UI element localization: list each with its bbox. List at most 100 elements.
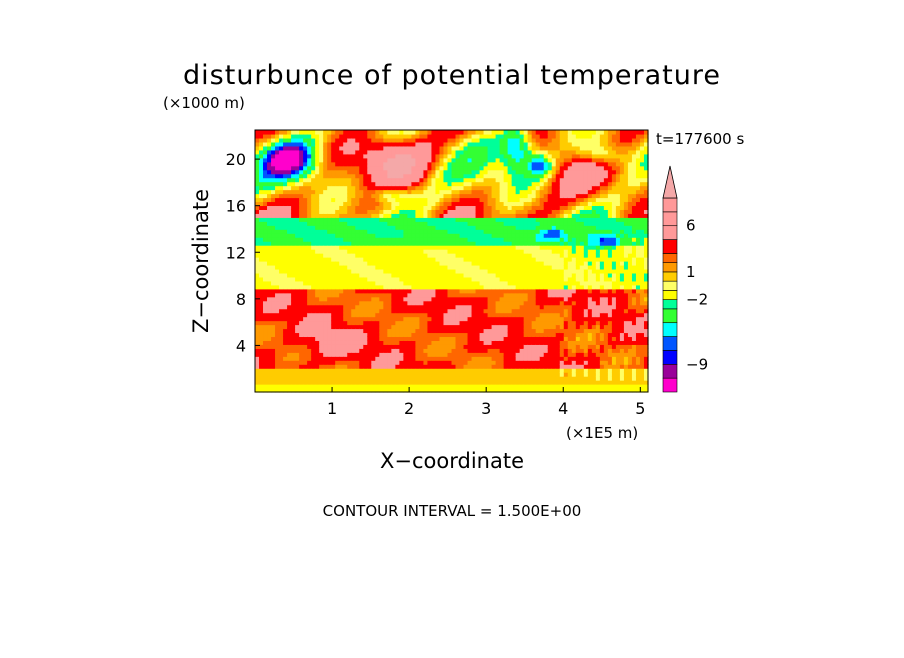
heatmap-cell [415, 185, 421, 191]
heatmap-cell [483, 245, 489, 250]
heatmap-cell [323, 193, 328, 199]
heatmap-cell [419, 368, 425, 373]
heatmap-cell [511, 304, 517, 310]
heatmap-cell [371, 356, 376, 361]
heatmap-cell [455, 169, 461, 175]
heatmap-cell [307, 173, 312, 179]
heatmap-cell [539, 328, 545, 334]
heatmap-cell [471, 364, 477, 369]
heatmap-cell [547, 229, 553, 234]
heatmap-cell [487, 276, 493, 282]
heatmap-cell [451, 237, 457, 242]
heatmap-cell [443, 245, 449, 250]
heatmap-cell [403, 264, 408, 270]
heatmap-cell [347, 130, 352, 135]
heatmap-cell [371, 221, 376, 226]
heatmap-cell [279, 189, 284, 195]
heatmap-cell [363, 233, 368, 238]
heatmap-cell [327, 209, 332, 214]
heatmap-cell [371, 197, 376, 203]
heatmap-cell [291, 249, 296, 254]
heatmap-cell [359, 133, 364, 139]
heatmap-cell [271, 201, 276, 207]
heatmap-cell [407, 221, 412, 226]
heatmap-cell [399, 364, 404, 369]
heatmap-cell [335, 264, 340, 270]
heatmap-cell [519, 197, 525, 203]
heatmap-cell [331, 288, 336, 294]
heatmap-cell [315, 380, 320, 385]
heatmap-cell [407, 388, 412, 393]
heatmap-cell [323, 380, 328, 385]
heatmap-cell [291, 217, 296, 222]
heatmap-cell [495, 249, 501, 254]
heatmap-cell [503, 356, 509, 361]
heatmap-cell [531, 245, 537, 250]
heatmap-cell [475, 165, 481, 171]
heatmap-cell [487, 201, 493, 207]
heatmap-cell [319, 237, 324, 242]
heatmap-cell [283, 241, 288, 246]
heatmap-cell [415, 380, 421, 385]
heatmap-cell [439, 157, 445, 163]
heatmap-cell [459, 288, 465, 294]
heatmap-cell [435, 312, 441, 318]
heatmap-cell [411, 352, 417, 357]
heatmap-cell [403, 221, 408, 226]
heatmap-cell [371, 332, 376, 338]
heatmap-cell [507, 225, 513, 230]
heatmap-cell [443, 336, 449, 341]
heatmap-cell [443, 328, 449, 334]
heatmap-cell [283, 225, 288, 230]
heatmap-cell [527, 384, 533, 389]
heatmap-cell [423, 328, 429, 334]
heatmap-cell [515, 193, 521, 199]
heatmap-cell [399, 161, 404, 167]
heatmap-cell [527, 245, 533, 250]
heatmap-cell [323, 153, 328, 159]
heatmap-cell [487, 253, 493, 258]
heatmap-cell [355, 312, 360, 318]
heatmap-cell [515, 130, 521, 135]
heatmap-cell [439, 133, 445, 139]
heatmap-cell [327, 173, 332, 179]
heatmap-cell [319, 288, 324, 294]
heatmap-cell [491, 205, 497, 210]
heatmap-cell [547, 249, 553, 254]
heatmap-cell [423, 233, 429, 238]
heatmap-cell [407, 364, 412, 369]
heatmap-cell [467, 320, 473, 326]
heatmap-cell [295, 276, 300, 282]
heatmap-cell [531, 185, 537, 191]
heatmap-cell [519, 312, 525, 318]
heatmap-cell [375, 268, 380, 274]
heatmap-cell [387, 145, 392, 151]
heatmap-cell [455, 213, 461, 218]
heatmap-cell [303, 324, 308, 330]
heatmap-cell [383, 249, 388, 254]
heatmap-cell [255, 372, 260, 377]
heatmap-cell [511, 130, 517, 135]
heatmap-cell [335, 241, 340, 246]
heatmap-cell [535, 165, 541, 171]
heatmap-cell [411, 205, 417, 210]
heatmap-cell [375, 253, 380, 258]
heatmap-cell [299, 209, 304, 214]
heatmap-cell [543, 189, 549, 195]
heatmap-cell [459, 205, 465, 210]
heatmap-cell [519, 221, 525, 226]
heatmap-cell [263, 304, 268, 310]
heatmap-cell [407, 153, 412, 159]
heatmap-cell [279, 233, 284, 238]
heatmap-cell [283, 380, 288, 385]
heatmap-cell [335, 364, 340, 369]
heatmap-cell [503, 189, 509, 195]
heatmap-cell [311, 352, 316, 357]
heatmap-cell [407, 261, 412, 266]
heatmap-cell [351, 340, 356, 345]
heatmap-cell [343, 217, 348, 222]
heatmap-cell [459, 312, 465, 318]
heatmap-cell [319, 245, 324, 250]
heatmap-cell [527, 284, 533, 290]
heatmap-cell [535, 213, 541, 218]
